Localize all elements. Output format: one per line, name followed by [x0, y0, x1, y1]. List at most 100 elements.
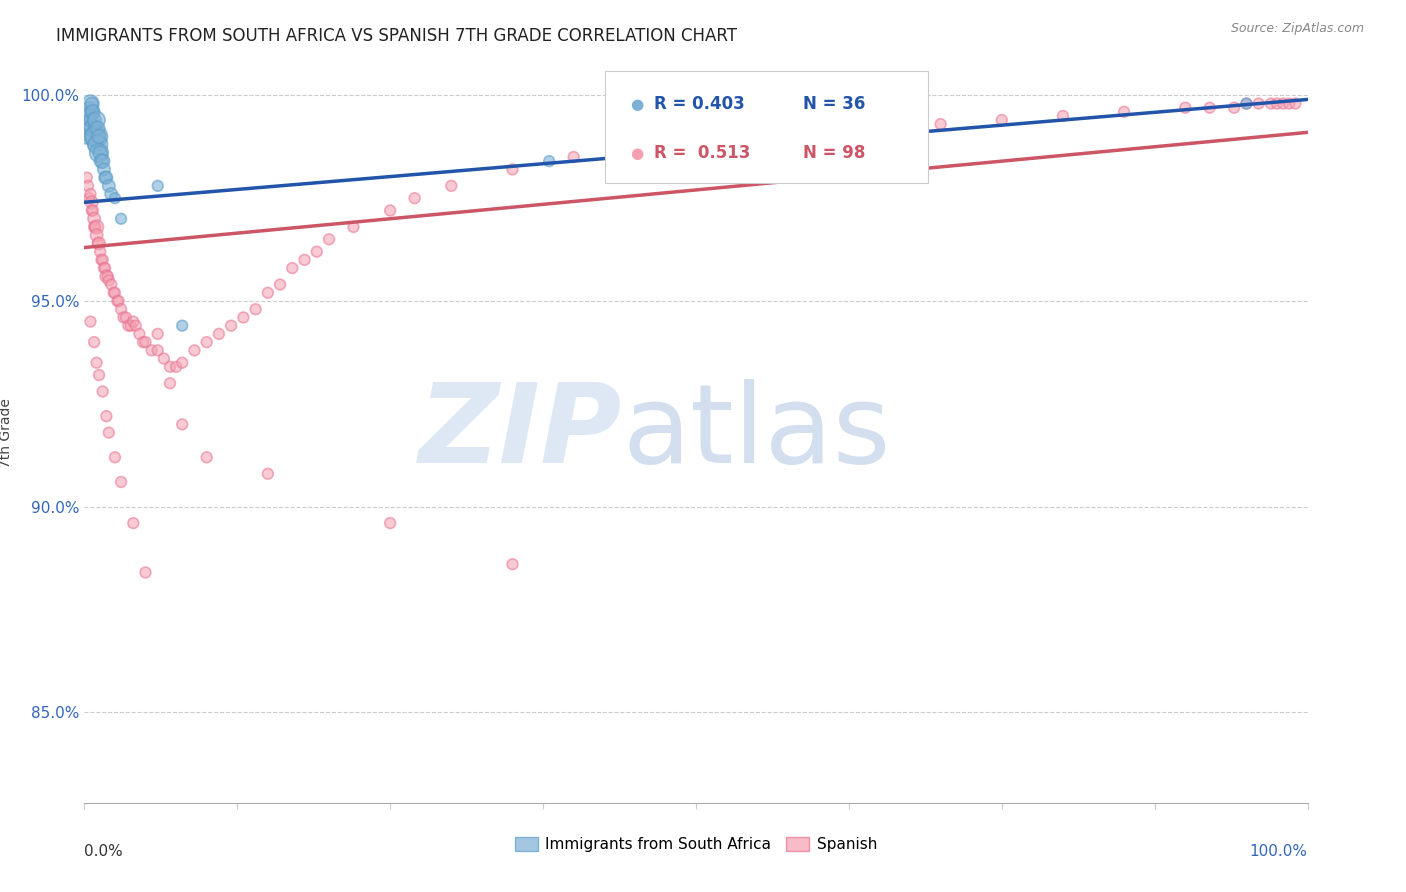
Point — [94, 170, 117, 185]
Point — [562, 150, 585, 164]
Point — [90, 154, 112, 169]
Point — [110, 211, 132, 226]
Point — [83, 113, 105, 128]
Point — [80, 195, 103, 210]
Point — [80, 96, 103, 111]
Point — [96, 409, 118, 424]
Point — [440, 178, 463, 193]
Point — [103, 285, 125, 300]
Text: R = 0.403: R = 0.403 — [654, 95, 745, 113]
Point — [153, 351, 176, 366]
Point — [172, 356, 194, 370]
Point — [685, 154, 707, 169]
Point — [91, 154, 114, 169]
Point — [807, 125, 830, 139]
Text: ●: ● — [630, 97, 644, 112]
Point — [183, 343, 205, 358]
Point — [90, 252, 112, 267]
Point — [257, 467, 280, 481]
Point — [89, 244, 111, 259]
Point — [87, 368, 110, 382]
Point — [1247, 96, 1270, 111]
Point — [195, 335, 218, 350]
Point — [79, 187, 101, 202]
Point — [97, 178, 120, 193]
Point — [77, 121, 100, 136]
Point — [86, 356, 108, 370]
Point — [97, 425, 120, 440]
Point — [104, 191, 127, 205]
Point — [159, 376, 181, 391]
Point — [93, 261, 115, 276]
Point — [110, 302, 132, 317]
Legend: Immigrants from South Africa, Spanish: Immigrants from South Africa, Spanish — [509, 830, 883, 858]
Point — [1223, 101, 1246, 115]
Point — [112, 310, 135, 325]
Point — [219, 318, 242, 333]
Point — [318, 232, 340, 246]
Point — [125, 318, 148, 333]
Point — [91, 252, 114, 267]
Point — [146, 326, 169, 341]
Point — [122, 314, 145, 328]
Point — [93, 162, 115, 177]
Text: 100.0%: 100.0% — [1250, 844, 1308, 858]
Point — [77, 113, 100, 128]
Point — [100, 277, 122, 292]
Point — [172, 417, 194, 432]
Point — [122, 516, 145, 530]
Point — [1114, 104, 1136, 119]
Point — [87, 145, 110, 160]
Point — [502, 558, 524, 572]
Point — [929, 117, 952, 131]
Point — [87, 236, 110, 251]
Text: ZIP: ZIP — [419, 379, 623, 486]
Point — [104, 285, 127, 300]
Point — [404, 191, 426, 205]
Point — [89, 145, 111, 160]
Point — [120, 318, 142, 333]
Point — [146, 343, 169, 358]
Point — [128, 326, 150, 341]
Point — [869, 121, 891, 136]
Point — [84, 121, 107, 136]
Point — [83, 211, 105, 226]
Point — [502, 162, 524, 177]
Point — [83, 129, 105, 144]
Point — [685, 134, 707, 148]
Point — [165, 359, 187, 374]
Y-axis label: 7th Grade: 7th Grade — [0, 398, 13, 467]
Point — [269, 277, 291, 292]
Point — [104, 450, 127, 465]
Point — [905, 137, 928, 152]
Text: Source: ZipAtlas.com: Source: ZipAtlas.com — [1230, 22, 1364, 36]
Point — [86, 228, 108, 243]
Point — [747, 129, 769, 144]
Text: N = 36: N = 36 — [803, 95, 865, 113]
Point — [1198, 101, 1220, 115]
Point — [257, 285, 280, 300]
Point — [208, 326, 231, 341]
Point — [79, 314, 101, 328]
Point — [281, 261, 304, 276]
Point — [115, 310, 138, 325]
Point — [77, 191, 100, 205]
Point — [538, 154, 561, 169]
Text: atlas: atlas — [623, 379, 891, 486]
Text: IMMIGRANTS FROM SOUTH AFRICA VS SPANISH 7TH GRADE CORRELATION CHART: IMMIGRANTS FROM SOUTH AFRICA VS SPANISH … — [56, 27, 737, 45]
Point — [172, 318, 194, 333]
Point — [87, 129, 110, 144]
Point — [83, 219, 105, 234]
Point — [195, 450, 218, 465]
Point — [1052, 109, 1074, 123]
Point — [1278, 96, 1301, 111]
Point — [380, 516, 402, 530]
Point — [83, 335, 105, 350]
Point — [105, 293, 128, 308]
Point — [82, 121, 104, 136]
Point — [232, 310, 254, 325]
Point — [245, 302, 267, 317]
Point — [77, 178, 100, 193]
Point — [305, 244, 328, 259]
Point — [76, 170, 98, 185]
